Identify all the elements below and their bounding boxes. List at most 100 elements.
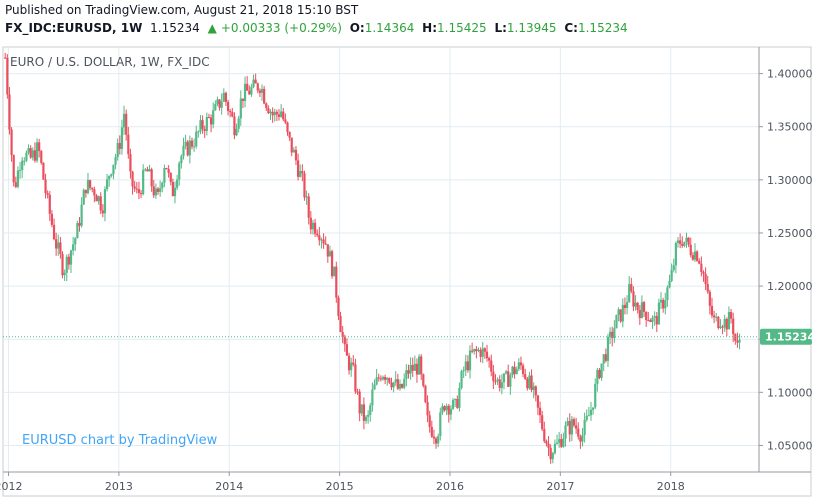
candle-body <box>301 171 304 174</box>
candle-body <box>492 371 495 382</box>
chart-title: EURO / U.S. DOLLAR, 1W, FX_IDC <box>10 55 210 69</box>
candle-body <box>337 297 340 317</box>
candle-body <box>464 361 467 371</box>
candle-body <box>704 273 707 285</box>
price-chart[interactable]: 1.400001.350001.300001.250001.200001.150… <box>0 42 816 500</box>
candle-body <box>171 181 174 197</box>
candle-body <box>167 168 170 174</box>
candle-body <box>613 328 616 338</box>
candle-body <box>511 366 514 376</box>
candle-body <box>564 425 567 439</box>
last-price: 1.15234 <box>150 21 200 35</box>
candle-body <box>122 113 126 128</box>
candle-body <box>526 378 529 389</box>
candle-body <box>152 186 155 196</box>
candle-body <box>280 111 283 117</box>
candle-body <box>292 149 295 153</box>
candle-body <box>628 284 631 303</box>
candle-body <box>25 152 28 161</box>
candle-body <box>356 391 359 393</box>
candle-body <box>135 188 138 190</box>
candle-body <box>670 270 673 281</box>
y-tick-label: 1.30000 <box>767 174 813 187</box>
candle-body <box>201 120 204 129</box>
candle-body <box>551 453 554 460</box>
candle-body <box>392 382 395 388</box>
candle-body <box>186 141 189 156</box>
candle-body <box>110 174 113 176</box>
candle-body <box>260 88 264 93</box>
candle-body <box>679 240 682 244</box>
candle-body <box>604 354 607 361</box>
candle-body <box>367 414 370 417</box>
candle-body <box>248 90 251 95</box>
candle-body <box>63 272 66 276</box>
candle-body <box>156 188 160 192</box>
candle-body <box>666 287 669 301</box>
candle-body <box>454 399 457 401</box>
candles <box>4 52 741 464</box>
candle-body <box>572 419 576 426</box>
candle-body <box>587 415 590 417</box>
candle-body <box>530 375 533 390</box>
candle-body <box>328 251 332 257</box>
candle-body <box>685 237 688 242</box>
candle-body <box>78 223 81 226</box>
candle-body <box>116 143 119 158</box>
candle-body <box>103 189 107 214</box>
high-value: 1.15425 <box>437 21 487 35</box>
candle-body <box>218 99 221 108</box>
candle-body <box>388 378 391 383</box>
candle-body <box>549 447 552 460</box>
candle-body <box>229 110 232 113</box>
candle-body <box>596 369 599 384</box>
candle-body <box>226 101 230 111</box>
candle-body <box>632 291 635 307</box>
candle-body <box>712 315 716 318</box>
candle-body <box>284 119 287 123</box>
candle-body <box>468 350 472 371</box>
candle-body <box>142 169 145 195</box>
candle-body <box>173 187 177 197</box>
candle-body <box>415 363 419 375</box>
candle-body <box>318 235 321 241</box>
candle-body <box>645 311 648 321</box>
candle-body <box>409 365 412 374</box>
candle-body <box>676 240 680 244</box>
candle-body <box>664 300 667 309</box>
candle-body <box>254 79 257 84</box>
candle-body <box>163 168 166 183</box>
candle-body <box>89 180 92 188</box>
candle-body <box>602 354 605 364</box>
candle-body <box>424 385 427 403</box>
y-tick-label: 1.10000 <box>767 386 813 399</box>
low-label: L: <box>494 21 507 35</box>
candle-body <box>547 443 550 448</box>
candle-body <box>50 213 54 225</box>
candle-body <box>159 188 162 192</box>
candle-body <box>222 92 225 102</box>
candle-body <box>55 239 58 249</box>
candle-body <box>636 302 639 310</box>
candle-body <box>687 237 690 245</box>
open-label: O: <box>349 21 365 35</box>
candle-body <box>437 436 440 444</box>
candle-body <box>282 111 285 120</box>
candle-body <box>277 114 281 117</box>
x-tick-label: 2018 <box>657 480 685 493</box>
candle-body <box>553 443 557 454</box>
candle-body <box>583 419 586 435</box>
candle-body <box>243 83 247 101</box>
candle-body <box>640 302 644 318</box>
candle-body <box>693 251 697 260</box>
candle-body <box>320 239 323 241</box>
candle-body <box>182 145 185 157</box>
candle-body <box>345 344 349 356</box>
candle-body <box>608 331 612 337</box>
candle-body <box>485 351 489 359</box>
candle-body <box>38 142 41 152</box>
candle-body <box>617 309 620 315</box>
candle-body <box>715 316 718 318</box>
candle-body <box>46 193 49 195</box>
chart-frame <box>2 46 812 497</box>
